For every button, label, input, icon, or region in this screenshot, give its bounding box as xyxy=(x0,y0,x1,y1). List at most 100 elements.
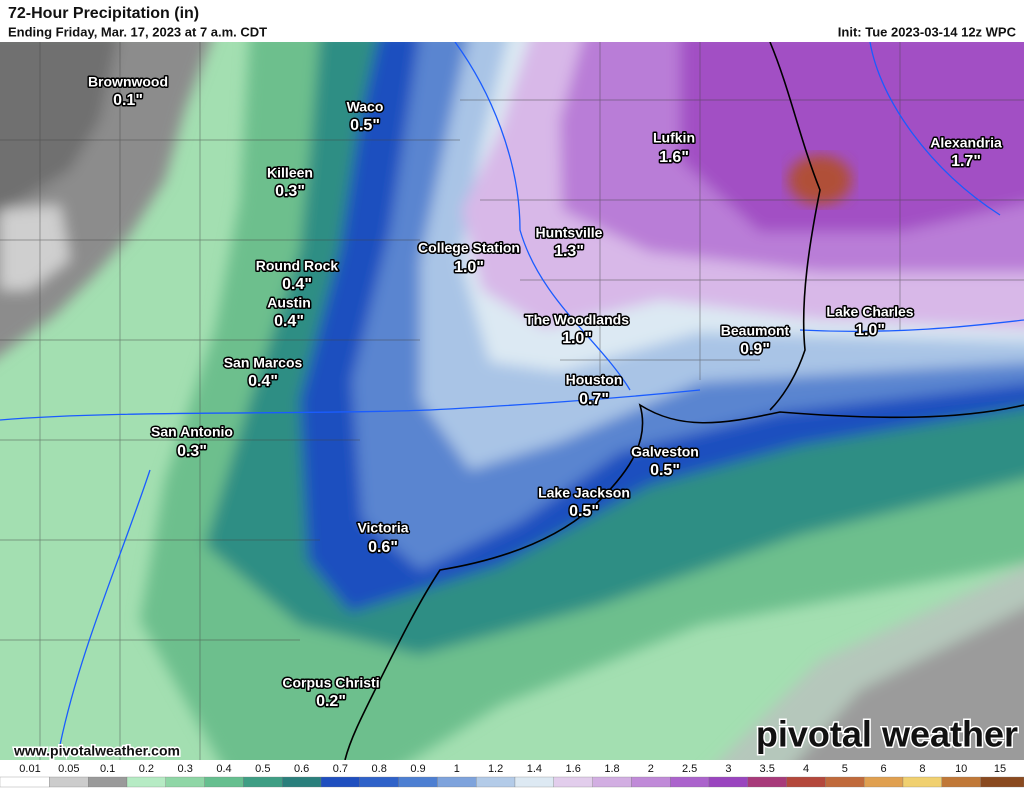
legend-label: 0.05 xyxy=(58,763,79,775)
legend-swatch xyxy=(126,776,166,788)
legend-label: 0.8 xyxy=(372,763,387,775)
city-name: Galveston xyxy=(631,444,699,460)
city-name: Alexandria xyxy=(930,135,1002,151)
city-name: Waco xyxy=(347,99,384,115)
city-value: 0.4" xyxy=(248,373,278,390)
legend-swatch xyxy=(708,776,748,788)
legend-swatch xyxy=(88,776,128,788)
legend-label: 0.2 xyxy=(139,763,154,775)
legend-swatch xyxy=(553,776,593,788)
city-name: Killeen xyxy=(267,165,313,181)
legend-swatch xyxy=(476,776,516,788)
state-border xyxy=(769,42,821,411)
city-labels: Brownwood 0.1" Waco 0.5" Killeen 0.3" Round Ro… xyxy=(86,72,1003,712)
legend-swatch xyxy=(747,776,787,788)
title: 72-Hour Precipitation (in) xyxy=(8,5,199,22)
legend-swatch xyxy=(902,776,942,788)
legend-swatch xyxy=(204,776,244,788)
city-name: Beaumont xyxy=(721,323,790,339)
legend-swatch xyxy=(165,776,205,788)
legend-swatch xyxy=(320,776,360,788)
city-name: Victoria xyxy=(357,520,408,536)
legend-label: 1 xyxy=(454,763,460,775)
legend-label: 0.3 xyxy=(178,763,193,775)
legend-label: 1.6 xyxy=(566,763,581,775)
city-name: Lake Jackson xyxy=(538,485,630,501)
legend-label: 0.01 xyxy=(19,763,40,775)
city-name: Round Rock xyxy=(256,258,339,274)
init-time: Init: Tue 2023-03-14 12z WPC xyxy=(838,24,1017,39)
legend: 0.01 0.05 0.1 0.2 0.3 0.4 0.5 0.6 0.7 0.8 0.9 1 1.2 1… xyxy=(0,763,1024,788)
field-gray-se xyxy=(797,608,1024,760)
city-value: 1.7" xyxy=(951,153,981,170)
legend-label: 4 xyxy=(803,763,809,775)
city-name: Lake Charles xyxy=(826,304,913,320)
city-name: Huntsville xyxy=(536,225,603,241)
precip-field xyxy=(0,42,1024,760)
legend-swatch xyxy=(592,776,632,788)
city-value: 1.0" xyxy=(454,259,484,276)
city-value: 0.2" xyxy=(316,693,346,710)
legend-label: 10 xyxy=(955,763,967,775)
legend-label: 0.7 xyxy=(333,763,348,775)
legend-label: 0.6 xyxy=(294,763,309,775)
city-value: 0.4" xyxy=(282,276,312,293)
city-value: 0.7" xyxy=(579,391,609,408)
legend-swatch xyxy=(243,776,283,788)
legend-label: 0.4 xyxy=(216,763,231,775)
legend-label: 1.8 xyxy=(604,763,619,775)
field-light-gray xyxy=(0,205,70,290)
field-dark-gray xyxy=(0,42,118,210)
city-value: 0.3" xyxy=(275,183,305,200)
legend-label: 5 xyxy=(842,763,848,775)
legend-label: 2 xyxy=(648,763,654,775)
city-value: 1.6" xyxy=(659,149,689,166)
legend-swatch xyxy=(437,776,477,788)
city-name: Austin xyxy=(267,295,311,311)
legend-swatch xyxy=(398,776,438,788)
city-name: The Woodlands xyxy=(525,312,629,328)
subtitle: Ending Friday, Mar. 17, 2023 at 7 a.m. C… xyxy=(8,24,267,39)
city-value: 0.1" xyxy=(113,92,143,109)
city-value: 1.0" xyxy=(562,330,592,347)
city-value: 0.9" xyxy=(740,341,770,358)
legend-swatch xyxy=(864,776,904,788)
city-name: San Marcos xyxy=(224,355,303,371)
legend-swatch xyxy=(359,776,399,788)
legend-label: 0.1 xyxy=(100,763,115,775)
legend-label: 3 xyxy=(725,763,731,775)
city-value: 0.6" xyxy=(368,539,398,556)
city-value: 0.5" xyxy=(350,117,380,134)
legend-swatch xyxy=(980,776,1024,788)
city-value: 0.3" xyxy=(177,443,207,460)
city-value: 1.3" xyxy=(554,243,584,260)
city-value: 0.4" xyxy=(274,313,304,330)
legend-label: 8 xyxy=(919,763,925,775)
legend-swatch xyxy=(49,776,89,788)
legend-swatch xyxy=(825,776,865,788)
legend-swatch xyxy=(941,776,981,788)
website: www.pivotalweather.com xyxy=(13,743,180,759)
legend-label: 1.2 xyxy=(488,763,503,775)
field-max xyxy=(788,155,852,205)
city-name: San Antonio xyxy=(151,424,233,440)
legend-label: 0.9 xyxy=(410,763,425,775)
city-name: Corpus Christi xyxy=(282,675,379,691)
coastline xyxy=(344,403,1024,760)
city-name: Lufkin xyxy=(653,130,695,146)
city-name: Brownwood xyxy=(88,74,168,90)
legend-swatch xyxy=(670,776,710,788)
legend-label: 3.5 xyxy=(760,763,775,775)
field-magenta xyxy=(680,42,1024,232)
legend-label: 1.4 xyxy=(527,763,542,775)
legend-label: 6 xyxy=(881,763,887,775)
legend-label: 0.5 xyxy=(255,763,270,775)
city-name: College Station xyxy=(418,240,520,256)
brand: pivotal weather xyxy=(756,714,1018,755)
rivers xyxy=(0,42,1024,746)
city-name: Houston xyxy=(566,372,623,388)
legend-label: 15 xyxy=(994,763,1006,775)
legend-swatch xyxy=(631,776,671,788)
